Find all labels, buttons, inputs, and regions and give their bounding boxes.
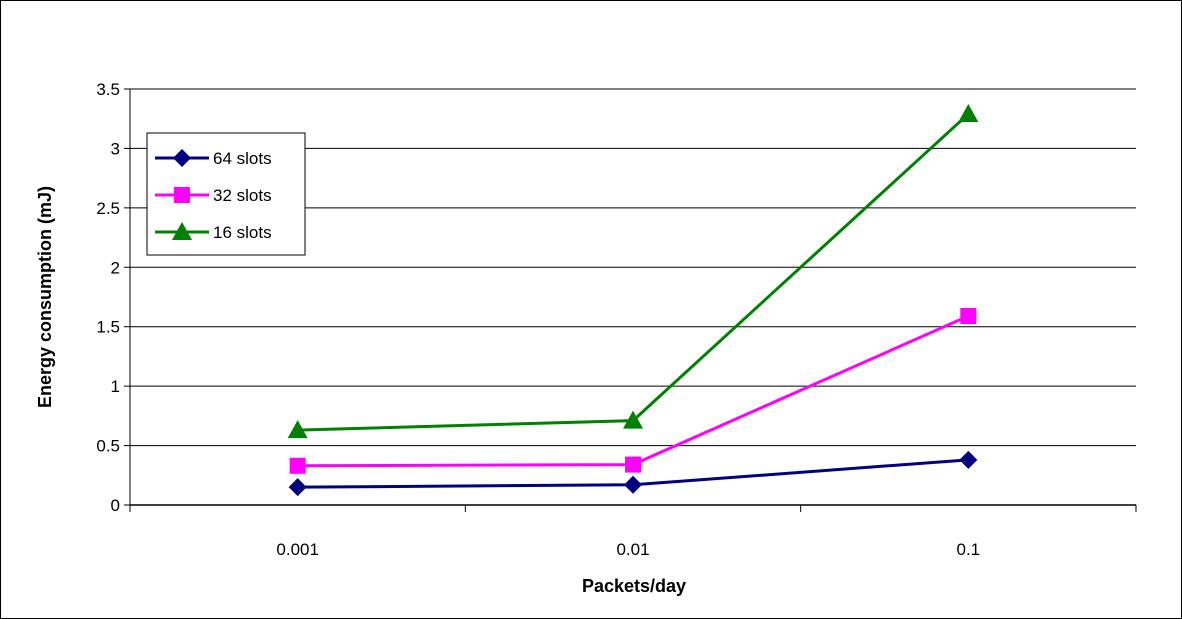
data-point	[958, 103, 979, 122]
y-tick-label: 0	[111, 496, 120, 515]
legend-label: 16 slots	[213, 223, 272, 242]
data-point	[623, 410, 643, 429]
x-tick-label: 0.001	[276, 540, 319, 559]
data-point	[289, 457, 306, 474]
legend-marker	[172, 222, 192, 240]
legend-item: 64 slots	[155, 149, 272, 168]
axes: 0 0.5 1 1.5 2 2.5 3 3.5 0.001 0.01 0.1	[96, 80, 1137, 559]
series-layer	[287, 103, 979, 497]
y-axis-title: Energy consumption (mJ)	[35, 186, 55, 408]
legend-marker	[174, 187, 190, 203]
data-point	[624, 475, 642, 494]
series-1	[289, 308, 977, 474]
data-point	[625, 456, 641, 473]
legend: 64 slots 32 slots 16 slots	[146, 132, 306, 256]
data-point	[959, 450, 978, 469]
legend-item: 16 slots	[155, 222, 272, 242]
series-0	[288, 450, 978, 497]
x-tick-label: 0.01	[616, 540, 649, 559]
data-point	[288, 478, 307, 497]
y-tick-label: 3	[111, 139, 120, 158]
y-tick-label: 3.5	[96, 80, 120, 99]
y-tick-label: 1.5	[96, 318, 120, 337]
series-2	[287, 103, 979, 439]
y-tick-label: 0.5	[96, 437, 120, 456]
x-axis-title: Packets/day	[582, 576, 686, 596]
y-tick-label: 2.5	[96, 199, 120, 218]
y-tick-label: 2	[111, 258, 120, 277]
x-tick-label: 0.1	[957, 540, 981, 559]
legend-label: 64 slots	[213, 149, 272, 168]
legend-label: 32 slots	[213, 186, 272, 205]
y-tick-label: 1	[111, 377, 120, 396]
legend-marker	[173, 149, 191, 167]
legend-item: 32 slots	[155, 186, 272, 205]
data-point	[960, 308, 977, 325]
data-point	[287, 420, 308, 439]
